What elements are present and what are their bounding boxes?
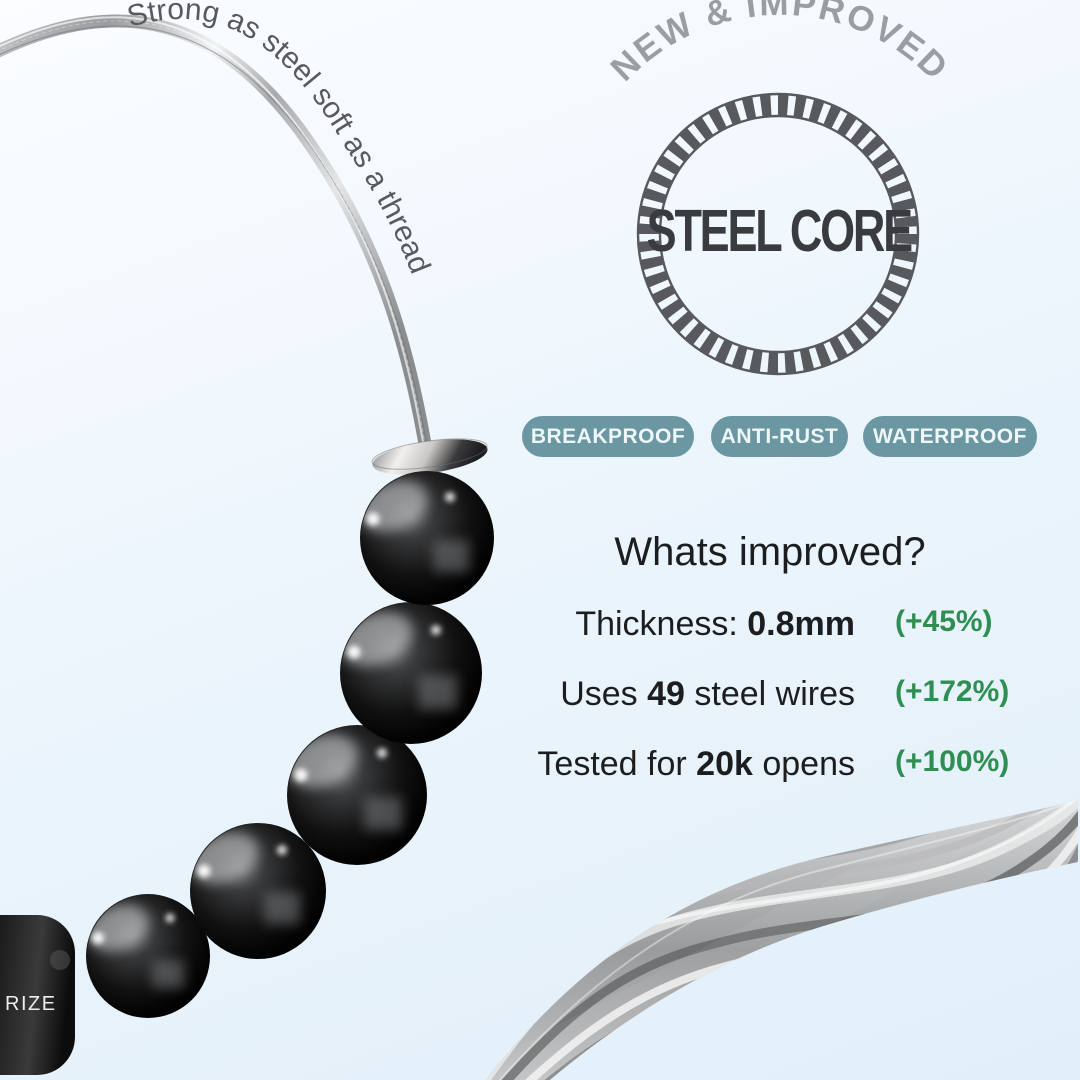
svg-text:Strong as steel soft as a thre: Strong as steel soft as a thread <box>124 0 437 278</box>
svg-text:NEW & IMPROVED: NEW & IMPROVED <box>603 0 956 89</box>
svg-text:RIZE: RIZE <box>5 993 57 1015</box>
